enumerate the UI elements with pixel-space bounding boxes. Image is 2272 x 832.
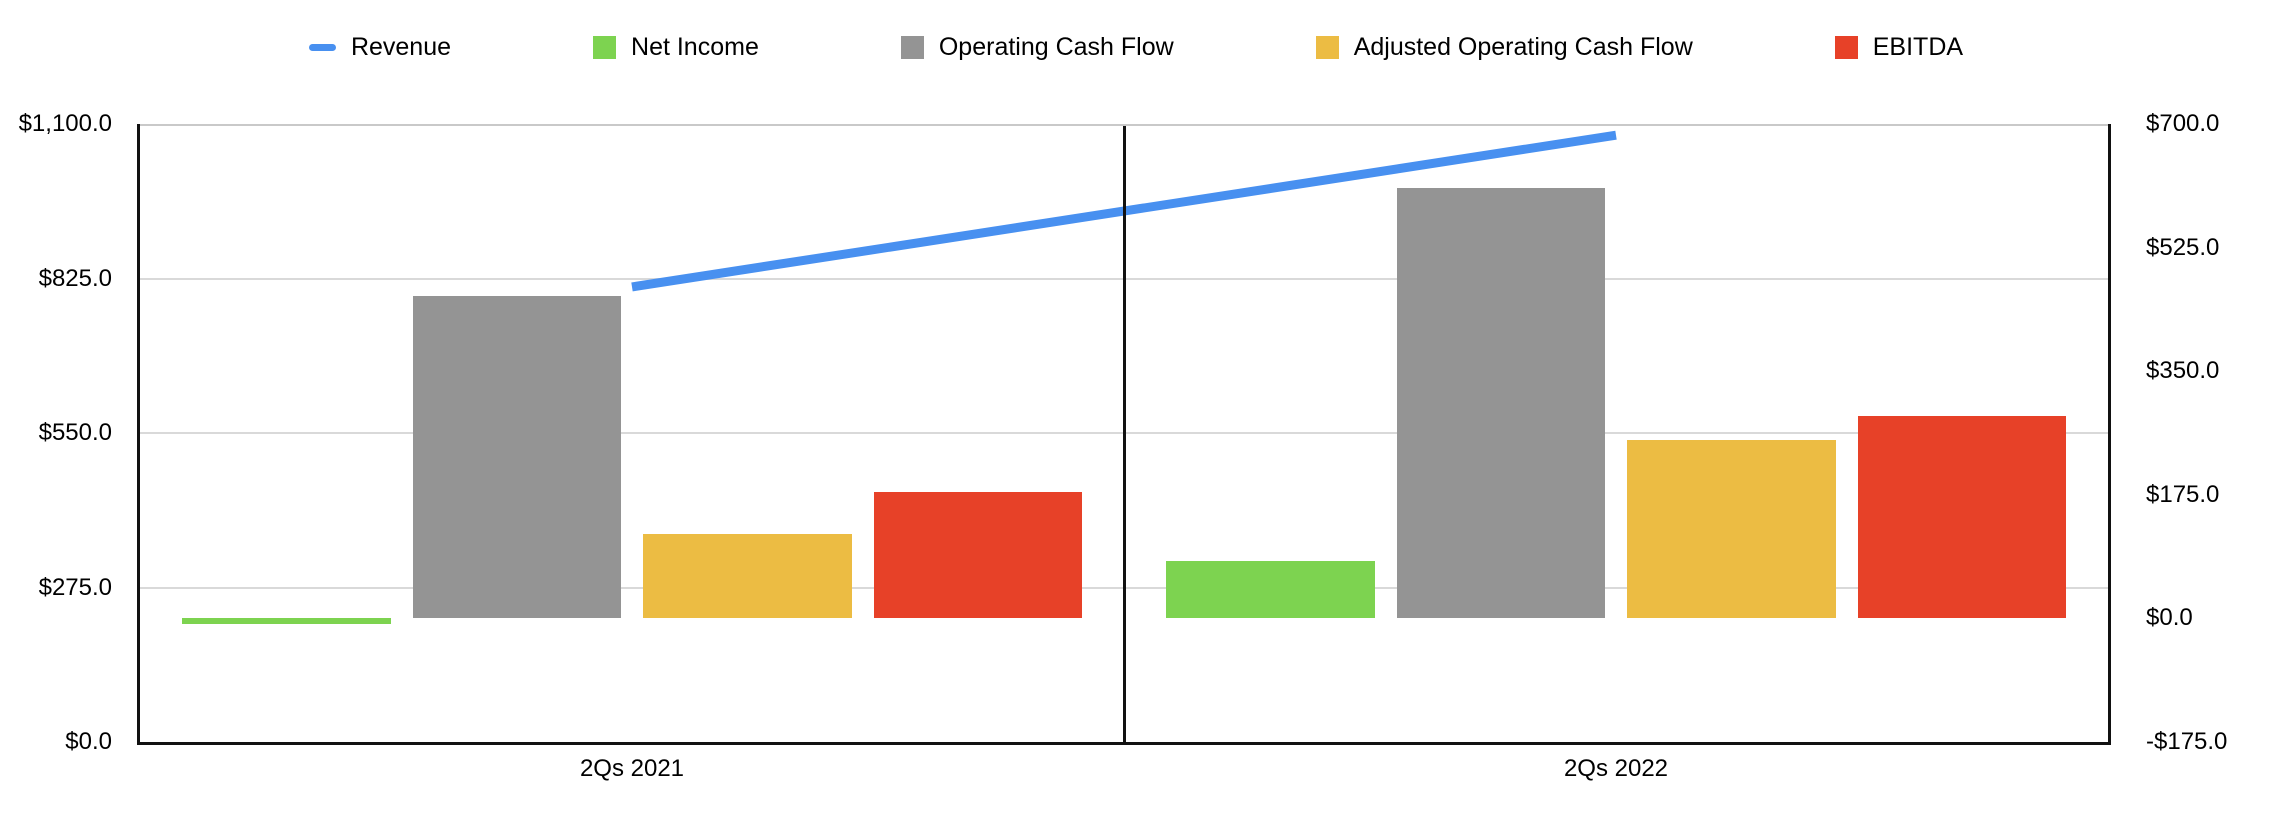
left-axis-tick-label: $550.0 xyxy=(38,419,112,446)
category-divider-line xyxy=(1122,126,1126,742)
legend-label: Revenue xyxy=(350,33,452,61)
adjusted-operating-cash-flow-bar-2qs-2021 xyxy=(643,533,852,619)
legend-item-operating-cash-flow: Operating Cash Flow xyxy=(900,33,1174,61)
legend-label: EBITDA xyxy=(1872,33,1964,61)
right-axis-tick-label: -$175.0 xyxy=(2146,728,2228,755)
net-income-bar-2qs-2022 xyxy=(1166,560,1375,619)
operating-cash-flow-bar-2qs-2021 xyxy=(412,295,621,619)
legend-label: Adjusted Operating Cash Flow xyxy=(1353,33,1693,61)
left-axis-tick-label: $275.0 xyxy=(38,573,112,601)
legend-label: Operating Cash Flow xyxy=(938,33,1174,61)
legend-item-adjusted-operating-cash-flow: Adjusted Operating Cash Flow xyxy=(1315,33,1693,61)
legend-item-net-income: Net Income xyxy=(593,33,759,61)
left-axis-tick-label: $0.0 xyxy=(65,728,112,755)
left-axis-tick-label: $1,100.0 xyxy=(18,110,112,137)
right-axis-tick-label: $700.0 xyxy=(2146,110,2220,137)
x-axis-label-2qs-2022: 2Qs 2022 xyxy=(1563,755,1669,782)
legend-item-revenue: Revenue xyxy=(308,33,452,61)
legend-item-ebitda: EBITDA xyxy=(1834,33,1964,61)
net-income-bar-2qs-2021 xyxy=(182,618,391,625)
bottom-axis-line xyxy=(137,742,2111,745)
plot-top-border xyxy=(140,124,2108,126)
legend-label: Net Income xyxy=(631,33,759,61)
ebitda-bar-2qs-2021 xyxy=(873,492,1082,619)
chart-legend: Revenue Net Income Operating Cash Flow Adju… xyxy=(0,24,2272,70)
operating-cash-flow-swatch-icon xyxy=(900,35,924,59)
right-axis-line xyxy=(2108,124,2111,745)
adjusted-operating-cash-flow-swatch-icon xyxy=(1315,35,1339,59)
right-axis-tick-label: $175.0 xyxy=(2146,480,2220,508)
right-axis-tick-label: $350.0 xyxy=(2146,357,2220,385)
net-income-swatch-icon xyxy=(593,35,617,59)
ebitda-bar-2qs-2022 xyxy=(1857,416,2066,619)
adjusted-operating-cash-flow-bar-2qs-2022 xyxy=(1627,439,1836,619)
left-axis-line xyxy=(137,124,140,745)
right-axis-tick-label: $525.0 xyxy=(2146,233,2220,261)
ebitda-swatch-icon xyxy=(1834,35,1858,59)
right-axis-tick-label: $0.0 xyxy=(2146,604,2193,632)
x-axis-label-2qs-2021: 2Qs 2021 xyxy=(579,755,685,782)
operating-cash-flow-bar-2qs-2022 xyxy=(1396,187,1605,619)
left-axis-tick-label: $825.0 xyxy=(38,264,112,292)
revenue-swatch-icon xyxy=(308,43,336,51)
